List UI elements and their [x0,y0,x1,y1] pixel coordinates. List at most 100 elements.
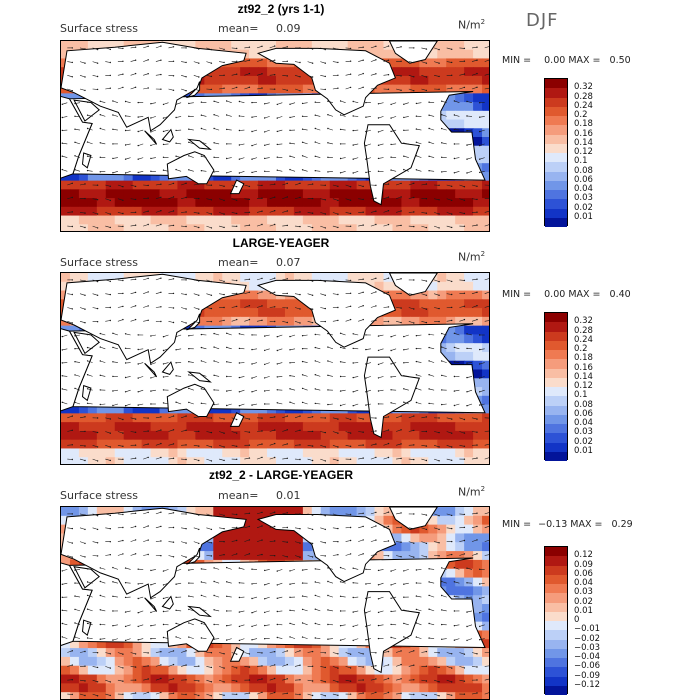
colorbar-swatch [545,340,567,350]
panel-1-max-value: 0.50 [609,55,631,66]
panel-3-colorbar-labels: 0.12 0.09 0.06 0.04 0.03 0.02 0.01 0 −0.01 −0.02−… [574,546,634,694]
colorbar-swatch [545,162,567,172]
colorbar-tick-label: 0.08 [574,165,593,176]
colorbar-tick-label: 0.06 [574,174,593,185]
colorbar-swatch [545,574,567,584]
colorbar-tick-label: −0.03 [574,642,601,653]
colorbar-swatch [545,648,567,658]
colorbar-swatch [545,442,567,452]
colorbar-tick-label: −0.01 [574,624,601,635]
panel-3-mean-label: mean= [218,489,259,502]
colorbar-swatch [545,667,567,677]
colorbar-tick-label: 0.09 [574,559,593,570]
colorbar-swatch [545,368,567,378]
colorbar-tick-label: −0.02 [574,633,601,644]
colorbar-tick-label: 0.32 [574,82,593,93]
colorbar-tick-label: 0.16 [574,362,593,373]
colorbar-swatch [545,143,567,153]
colorbar-swatch [545,153,567,163]
colorbar-swatch [545,350,567,360]
colorbar-tick-label: 0.02 [574,202,593,213]
colorbar-tick-label: 0.14 [574,137,593,148]
colorbar-tick-label: 0.12 [574,147,593,157]
colorbar-tick-label: 0.2 [574,344,588,354]
panel-1-min-label: MIN = [502,55,532,66]
colorbar-swatch [545,331,567,341]
panel-2-unit: N/m2 [458,250,486,264]
colorbar-swatch [545,88,567,98]
colorbar-swatch [545,405,567,415]
colorbar-swatch [545,584,567,594]
panel-3-title: zt92_2 - LARGE-YEAGER [208,468,354,482]
colorbar-tick-label: 0.24 [574,334,593,345]
colorbar-tick-label: 0.1 [574,156,588,167]
colorbar-tick-label: 0.01 [574,211,593,222]
panel-2-colorbar [544,312,568,461]
panel-3-colorbar [544,546,568,695]
colorbar-tick-label: 0.28 [574,325,593,336]
panel-3-map [60,506,490,700]
panel-1-map [60,40,490,232]
colorbar-tick-label: 0.04 [574,184,593,194]
colorbar-tick-label: −0.09 [574,670,601,681]
panel-2-colorbar-labels: 0.32 0.28 0.24 0.2 0.18 0.16 0.14 0.12 0.1 0.08 0.… [574,312,634,460]
panel-3-field-label: Surface stress [60,489,138,502]
panel-1-colorbar-labels: 0.32 0.28 0.24 0.2 0.18 0.16 0.14 0.12 0.1 0.08 0.… [574,78,634,226]
colorbar-swatch [545,685,567,695]
panel-1-min-value: 0.00 [544,55,566,66]
colorbar-swatch [545,676,567,686]
colorbar-swatch [545,322,567,332]
panel-2-min-label: MIN = [502,289,532,300]
panel-2-max-value: 0.40 [609,289,631,300]
colorbar-swatch [545,180,567,190]
colorbar-tick-label: 0.01 [574,445,593,456]
colorbar-swatch [545,359,567,369]
colorbar-swatch [545,377,567,387]
panel-1-field-label: Surface stress [60,22,138,35]
colorbar-tick-label: 0.18 [574,119,593,130]
colorbar-tick-label: 0 [574,615,580,625]
colorbar-swatch [545,208,567,218]
colorbar-tick-label: 0.04 [574,418,593,428]
colorbar-swatch [545,97,567,107]
colorbar-swatch [545,565,567,575]
colorbar-swatch [545,547,567,557]
colorbar-tick-label: 0.12 [574,550,593,561]
panel-1-minmax: MIN = 0.00 MAX = 0.50 [502,55,631,66]
panel-2-max-label: MAX = [568,289,601,300]
panel-3-unit: N/m2 [458,485,486,499]
colorbar-swatch [545,387,567,397]
panel-2-map [60,272,490,465]
colorbar-tick-label: −0.04 [574,652,601,662]
colorbar-tick-label: 0.16 [574,128,593,139]
panel-3-mean-value: 0.01 [276,489,301,502]
panel-2-minmax: MIN = 0.00 MAX = 0.40 [502,289,631,300]
panel-1-max-label: MAX = [568,55,601,66]
colorbar-swatch [545,106,567,116]
panel-2-mean-label: mean= [218,256,259,269]
colorbar-tick-label: 0.32 [574,316,593,327]
colorbar-swatch [545,658,567,668]
colorbar-swatch [545,451,567,461]
colorbar-swatch [545,125,567,135]
colorbar-swatch [545,602,567,612]
colorbar-swatch [545,611,567,621]
colorbar-swatch [545,313,567,323]
panel-1-mean-label: mean= [218,22,259,35]
panel-3-max-value: 0.29 [611,519,633,530]
colorbar-tick-label: −0.12 [574,679,601,690]
colorbar-swatch [545,414,567,424]
colorbar-swatch [545,134,567,144]
colorbar-swatch [545,217,567,227]
colorbar-tick-label: 0.04 [574,578,593,588]
panel-3-minmax: MIN = −0.13 MAX = 0.29 [502,519,633,530]
colorbar-tick-label: 0.14 [574,371,593,382]
colorbar-swatch [545,630,567,640]
colorbar-tick-label: 0.02 [574,436,593,447]
season-label: DJF [526,10,559,31]
colorbar-swatch [545,556,567,566]
colorbar-tick-label: 0.03 [574,193,593,204]
colorbar-tick-label: 0.18 [574,353,593,364]
colorbar-swatch [545,396,567,406]
colorbar-tick-label: 0.06 [574,408,593,419]
